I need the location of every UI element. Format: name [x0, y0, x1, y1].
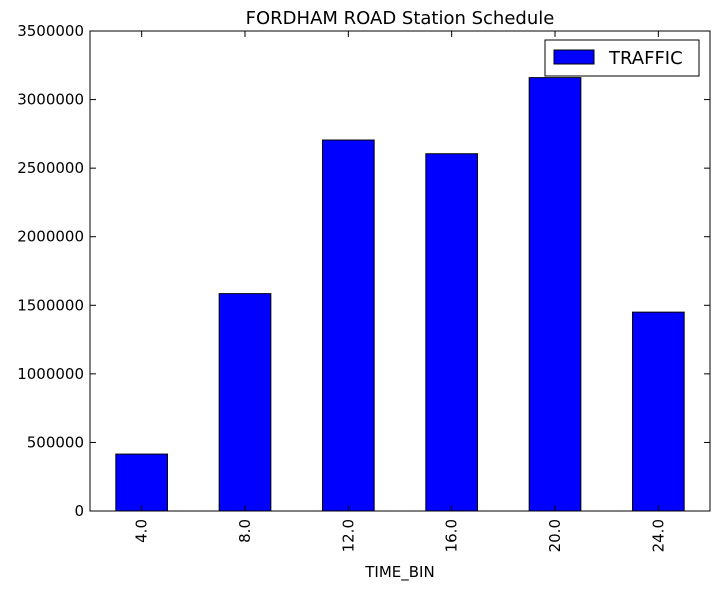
bars-group	[115, 77, 685, 512]
legend-swatch	[553, 49, 595, 65]
y-tick-label: 1500000	[17, 296, 84, 314]
x-tick-label: 4.0	[133, 519, 151, 543]
bar-12.0	[322, 139, 375, 512]
y-tick-label: 2500000	[17, 159, 84, 177]
bar-24.0	[632, 311, 685, 512]
legend-label: TRAFFIC	[608, 48, 683, 69]
y-tick-label: 500000	[27, 433, 84, 451]
x-tick-label: 20.0	[546, 519, 564, 552]
bar-4.0	[115, 453, 168, 512]
y-tick-label: 1000000	[17, 365, 84, 383]
y-tick-label: 2000000	[17, 228, 84, 246]
chart-title: FORDHAM ROAD Station Schedule	[246, 8, 555, 29]
x-tick-label: 12.0	[339, 519, 357, 552]
x-tick-label: 16.0	[443, 519, 461, 552]
x-axis: 4.0 8.0 12.0 16.0 20.0 24.0	[133, 31, 667, 552]
bar-20.0	[528, 77, 582, 512]
x-tick-label: 8.0	[236, 519, 254, 543]
plot-frame	[89, 30, 711, 512]
bar-8.0	[218, 293, 272, 512]
x-axis-label: TIME_BIN	[364, 563, 434, 582]
y-tick-label: 3000000	[17, 91, 84, 109]
y-tick-label: 3500000	[17, 22, 84, 40]
x-tick-label: 24.0	[649, 519, 667, 552]
legend: TRAFFIC	[544, 39, 700, 77]
y-axis: 0 500000 1000000 1500000 2000000 2500000 30000…	[17, 22, 710, 520]
bar-16.0	[425, 153, 478, 512]
y-tick-label: 0	[74, 502, 84, 520]
